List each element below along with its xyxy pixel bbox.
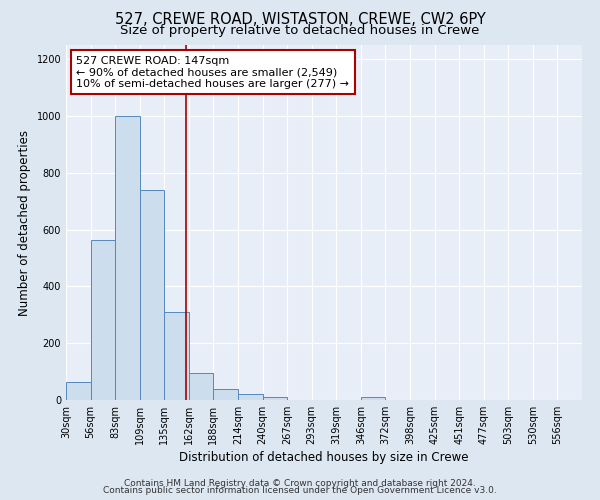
Bar [263,397,287,400]
Text: Contains HM Land Registry data © Crown copyright and database right 2024.: Contains HM Land Registry data © Crown c… [124,478,476,488]
Bar [66,382,91,400]
Bar [214,388,238,400]
Text: 527, CREWE ROAD, WISTASTON, CREWE, CW2 6PY: 527, CREWE ROAD, WISTASTON, CREWE, CW2 6… [115,12,485,28]
Text: Size of property relative to detached houses in Crewe: Size of property relative to detached ho… [121,24,479,37]
Text: Contains public sector information licensed under the Open Government Licence v3: Contains public sector information licen… [103,486,497,495]
Bar [189,373,214,400]
Bar [164,312,189,400]
Bar [115,116,140,400]
X-axis label: Distribution of detached houses by size in Crewe: Distribution of detached houses by size … [179,451,469,464]
Y-axis label: Number of detached properties: Number of detached properties [18,130,31,316]
Bar [238,394,263,400]
Text: 527 CREWE ROAD: 147sqm
← 90% of detached houses are smaller (2,549)
10% of semi-: 527 CREWE ROAD: 147sqm ← 90% of detached… [76,56,349,89]
Bar [91,240,115,400]
Bar [361,397,385,400]
Bar [140,190,164,400]
